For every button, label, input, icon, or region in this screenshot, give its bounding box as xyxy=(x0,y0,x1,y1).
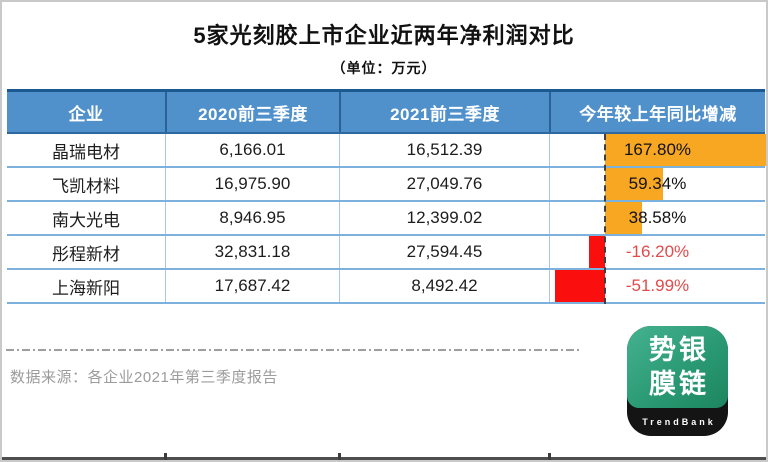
comparison-table: 企业 2020前三季度 2021前三季度 今年较上年同比增减 晶瑞电材 6,166… xyxy=(7,89,766,304)
change-bar xyxy=(589,236,605,268)
unit-subtitle: （单位：万元） xyxy=(331,60,437,76)
trendbank-logo: 势银 膜链 TrendBank xyxy=(627,326,728,436)
table-body: 晶瑞电材 6,166.01 16,512.39 167.80% 飞凯材料 16,975.9… xyxy=(7,134,766,304)
value-2021-cell: 16,512.39 xyxy=(339,134,549,166)
logo-brand-text: TrendBank xyxy=(642,417,716,427)
change-bar xyxy=(605,202,642,234)
value-2020-cell: 8,946.95 xyxy=(165,202,339,234)
change-bar xyxy=(555,270,605,302)
table-row: 上海新阳 17,687.42 8,492.42 -51.99% xyxy=(7,270,765,304)
value-2021-cell: 8,492.42 xyxy=(339,270,549,302)
change-label: 59.34% xyxy=(628,174,687,193)
value-2021-cell: 27,594.45 xyxy=(339,236,549,268)
change-bar xyxy=(605,134,766,166)
change-label: 167.80% xyxy=(623,140,692,159)
change-cell: -16.20% xyxy=(549,236,765,268)
change-cell: -51.99% xyxy=(549,270,765,302)
bottom-tick-3 xyxy=(548,453,551,460)
header-company: 企业 xyxy=(68,104,104,124)
change-cell: 38.58% xyxy=(549,202,765,234)
change-bar xyxy=(605,168,663,200)
value-2021-cell: 12,399.02 xyxy=(339,202,549,234)
bar-baseline xyxy=(604,134,606,304)
header-2021-q1q3: 2021前三季度 xyxy=(339,92,549,132)
change-label: -51.99% xyxy=(625,276,690,295)
bottom-tick-2 xyxy=(338,453,341,460)
value-2020-cell: 6,166.01 xyxy=(165,134,339,166)
change-label: 38.58% xyxy=(628,208,687,227)
header-2020-q1q3: 2020前三季度 xyxy=(165,92,339,132)
change-cell: 59.34% xyxy=(549,168,765,200)
value-2021-cell: 27,049.76 xyxy=(339,168,549,200)
company-cell: 上海新阳 xyxy=(52,278,120,298)
value-2020-cell: 16,975.90 xyxy=(165,168,339,200)
source-note: 数据来源：各企业2021年第三季度报告 xyxy=(10,369,278,386)
table-row: 晶瑞电材 6,166.01 16,512.39 167.80% xyxy=(7,134,766,168)
company-cell: 彤程新材 xyxy=(52,244,120,264)
table-row: 彤程新材 32,831.18 27,594.45 -16.20% xyxy=(7,236,765,270)
table-header: 企业 2020前三季度 2021前三季度 今年较上年同比增减 xyxy=(7,89,765,134)
page-title: 5家光刻胶上市企业近两年净利润对比 xyxy=(193,23,575,48)
header-yoy-change: 今年较上年同比增减 xyxy=(549,92,765,132)
company-cell: 飞凯材料 xyxy=(52,176,120,196)
bottom-border xyxy=(2,457,766,460)
logo-chinese-mark: 势银 膜链 xyxy=(627,326,728,408)
bottom-tick-1 xyxy=(164,453,167,460)
logo-line2: 膜链 xyxy=(649,369,709,399)
table-row: 飞凯材料 16,975.90 27,049.76 59.34% xyxy=(7,168,765,202)
company-cell: 晶瑞电材 xyxy=(52,142,120,162)
change-label: -16.20% xyxy=(625,242,690,261)
company-cell: 南大光电 xyxy=(52,210,120,230)
logo-line1: 势银 xyxy=(649,335,709,365)
dashed-separator xyxy=(6,349,580,351)
change-cell: 167.80% xyxy=(549,134,766,166)
value-2020-cell: 17,687.42 xyxy=(165,270,339,302)
value-2020-cell: 32,831.18 xyxy=(165,236,339,268)
table-row: 南大光电 8,946.95 12,399.02 38.58% xyxy=(7,202,765,236)
